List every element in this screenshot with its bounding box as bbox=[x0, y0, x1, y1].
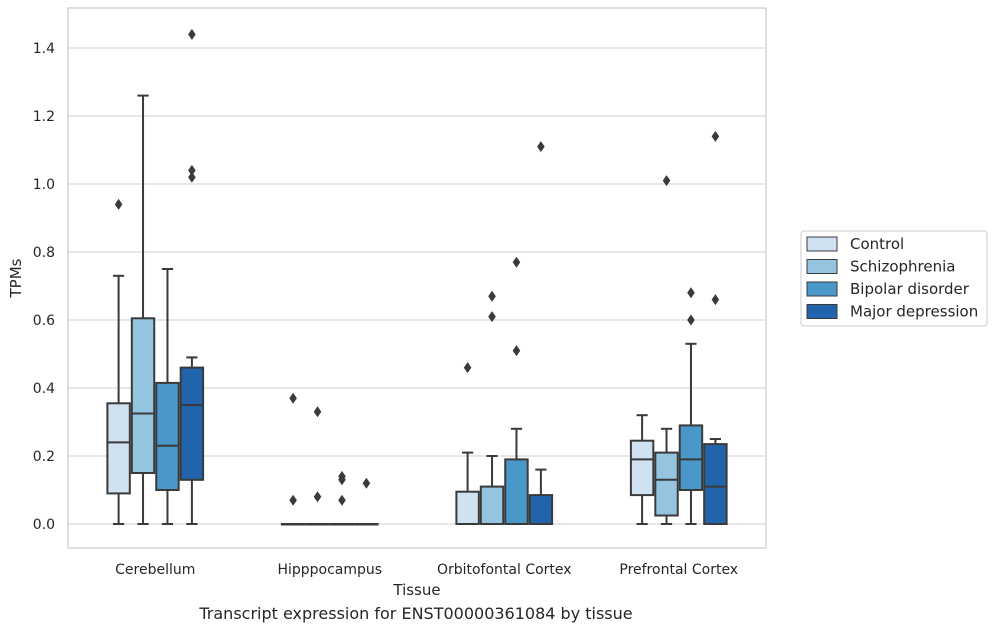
x-tick-label: Orbitofontal Cortex bbox=[437, 562, 572, 578]
flier-point bbox=[188, 28, 196, 40]
legend-swatch bbox=[806, 304, 838, 319]
figure-caption: Transcript expression for ENST0000036108… bbox=[199, 604, 633, 623]
y-tick-label: 1.4 bbox=[33, 41, 55, 57]
box-group bbox=[678, 287, 704, 525]
legend-swatch bbox=[806, 236, 838, 252]
flier-point bbox=[338, 494, 346, 506]
box-group bbox=[479, 290, 505, 526]
legend-swatch bbox=[806, 281, 838, 297]
flier-point bbox=[512, 345, 521, 357]
flier-point bbox=[289, 392, 297, 404]
box-group bbox=[155, 268, 180, 525]
legend-label: Control bbox=[850, 235, 904, 253]
box bbox=[528, 494, 554, 526]
flier-point bbox=[188, 164, 196, 176]
box-group bbox=[528, 141, 554, 526]
box bbox=[654, 451, 679, 517]
box bbox=[703, 443, 728, 526]
flier-point bbox=[512, 256, 521, 268]
flier-point bbox=[313, 491, 322, 503]
y-axis-label: TPMs bbox=[7, 258, 25, 298]
flier-point bbox=[488, 290, 496, 302]
flier-point bbox=[687, 314, 695, 326]
x-tick-label: Hipppocampus bbox=[277, 562, 382, 578]
box-group bbox=[280, 392, 306, 526]
flier-point bbox=[188, 171, 196, 183]
y-tick-label: 0.8 bbox=[33, 245, 55, 261]
box bbox=[106, 402, 131, 495]
flier-point bbox=[488, 311, 496, 323]
flier-point bbox=[289, 494, 297, 506]
box bbox=[155, 381, 180, 491]
box-group bbox=[654, 175, 679, 525]
y-tick-label: 1.0 bbox=[33, 177, 55, 193]
x-axis-label: Tissue bbox=[392, 581, 440, 599]
legend-items: Control Schizophrenia Bipolar disorder Majo… bbox=[806, 235, 978, 321]
box-group bbox=[179, 28, 205, 525]
flier-point bbox=[114, 198, 123, 210]
flier-point bbox=[687, 287, 695, 299]
box-group bbox=[455, 362, 480, 526]
flier-point bbox=[338, 470, 346, 482]
box-group bbox=[629, 414, 655, 525]
plot-frame bbox=[67, 7, 767, 549]
box-group bbox=[329, 470, 355, 526]
x-tick-label: Prefrontal Cortex bbox=[619, 562, 738, 578]
y-tick-label: 0.6 bbox=[33, 313, 55, 329]
legend-label: Schizophrenia bbox=[850, 258, 955, 276]
flier-point bbox=[463, 362, 472, 374]
box-marks bbox=[106, 28, 728, 526]
legend-label: Major depression bbox=[850, 303, 978, 321]
box-group bbox=[106, 198, 131, 525]
y-tick-labels: 0.0 0.2 0.4 0.6 0.8 1.0 1.2 1.4 bbox=[33, 41, 55, 533]
box-group bbox=[703, 130, 728, 526]
box-group bbox=[354, 477, 379, 526]
flier-point bbox=[362, 477, 371, 489]
flier-point bbox=[662, 175, 671, 187]
y-tick-label: 0.2 bbox=[33, 449, 55, 465]
y-tick-label: 0.4 bbox=[33, 381, 55, 397]
flier-point bbox=[711, 130, 720, 142]
flier-point bbox=[313, 406, 322, 418]
legend-label: Bipolar disorder bbox=[850, 280, 970, 298]
flier-point bbox=[711, 294, 720, 306]
box bbox=[179, 366, 205, 481]
y-tick-label: 0.0 bbox=[33, 517, 55, 533]
box bbox=[455, 490, 480, 526]
box bbox=[678, 424, 704, 491]
box bbox=[629, 439, 655, 497]
box-group bbox=[130, 94, 156, 525]
legend-frame bbox=[800, 230, 988, 327]
x-tick-labels: Cerebellum Hipppocampus Orbitofontal Corte… bbox=[115, 562, 738, 578]
x-tick-label: Cerebellum bbox=[115, 562, 195, 578]
box-group bbox=[305, 406, 330, 526]
legend: Control Schizophrenia Bipolar disorder Majo… bbox=[800, 230, 988, 327]
y-tick-label: 1.2 bbox=[33, 109, 55, 125]
box bbox=[479, 485, 505, 526]
box bbox=[504, 458, 529, 525]
box-group bbox=[504, 256, 529, 525]
legend-swatch bbox=[806, 259, 838, 274]
flier-point bbox=[537, 141, 545, 153]
box bbox=[130, 317, 156, 474]
